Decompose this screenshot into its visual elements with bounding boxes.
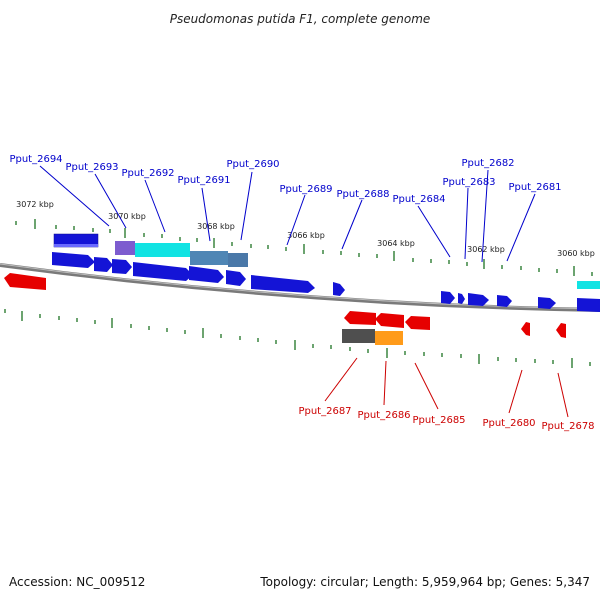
gene-arrow-reverse[interactable]	[375, 313, 404, 328]
gene-label-pput-2694[interactable]: Pput_2694	[9, 154, 62, 165]
scale-label-3068: 3068 kbp	[197, 222, 235, 231]
gene-label-pput-2680[interactable]: Pput_2680	[482, 418, 535, 429]
gene-arrow[interactable]	[52, 252, 95, 268]
gene-arrow[interactable]	[133, 262, 193, 281]
feature-block-violet[interactable]	[115, 241, 135, 255]
feature-block-cyan[interactable]	[135, 243, 190, 257]
forward-gene-labels: Pput_2694 Pput_2693 Pput_2692 Pput_2691 …	[9, 154, 561, 205]
feature-block-cyan-edge[interactable]	[577, 281, 600, 289]
gene-arrow[interactable]	[458, 293, 465, 304]
scale-label-3060: 3060 kbp	[557, 249, 595, 258]
scale-label-3062: 3062 kbp	[467, 245, 505, 254]
forward-cds-upper-track	[53, 233, 600, 289]
scale-label-3066: 3066 kbp	[287, 231, 325, 240]
gene-arrow[interactable]	[538, 297, 556, 309]
genome-backbone-highlight	[0, 263, 600, 310]
gene-arrow-reverse[interactable]	[344, 311, 376, 325]
gene-label-pput-2682[interactable]: Pput_2682	[461, 158, 514, 169]
gene-arrow[interactable]	[468, 293, 489, 306]
lower-tick-ring	[4, 309, 591, 368]
gene-label-pput-2678[interactable]: Pput_2678	[541, 421, 594, 432]
gene-arrow[interactable]	[497, 295, 512, 307]
gene-label-pput-2688[interactable]: Pput_2688	[336, 189, 389, 200]
feature-block-steel[interactable]	[190, 251, 228, 265]
gene-arrow[interactable]	[577, 298, 600, 312]
accession-label: Accession: NC_009512	[9, 575, 145, 589]
gene-label-pput-2687[interactable]: Pput_2687	[298, 406, 351, 417]
genome-summary: Topology: circular; Length: 5,959,964 bp…	[259, 575, 590, 589]
gene-arrow[interactable]	[226, 270, 246, 286]
gene-label-pput-2685[interactable]: Pput_2685	[412, 415, 465, 426]
map-title: Pseudomonas putida F1, complete genome	[170, 12, 431, 26]
gene-label-pput-2686[interactable]: Pput_2686	[357, 410, 410, 421]
forward-cds-lower-track	[52, 252, 600, 312]
gene-label-pput-2692[interactable]: Pput_2692	[121, 168, 174, 179]
forward-label-leaders	[39, 165, 536, 263]
feature-block-grey[interactable]	[342, 329, 375, 343]
gene-arrow[interactable]	[112, 259, 132, 274]
reverse-label-leaders	[324, 357, 569, 418]
gene-arrow[interactable]	[441, 291, 455, 304]
gene-arrow[interactable]	[94, 257, 113, 272]
gene-label-pput-2693[interactable]: Pput_2693	[65, 162, 118, 173]
feature-block-orange[interactable]	[375, 331, 403, 345]
scale-label-3064: 3064 kbp	[377, 239, 415, 248]
gene-label-pput-2689[interactable]: Pput_2689	[279, 184, 332, 195]
feature-block-steel-2[interactable]	[228, 253, 248, 267]
scale-label-3072: 3072 kbp	[16, 200, 54, 209]
gene-label-pput-2683[interactable]: Pput_2683	[442, 177, 495, 188]
gene-arrow-reverse[interactable]	[405, 316, 430, 330]
upper-tick-ring	[15, 219, 593, 276]
gene-label-pput-2690[interactable]: Pput_2690	[226, 159, 279, 170]
gene-label-pput-2684[interactable]: Pput_2684	[392, 194, 445, 205]
reverse-cds-track	[4, 273, 566, 338]
gene-arrow[interactable]	[333, 282, 345, 296]
gene-arrow-reverse[interactable]	[556, 323, 566, 338]
gene-label-pput-2691[interactable]: Pput_2691	[177, 175, 230, 186]
reverse-feature-track	[342, 329, 403, 345]
gene-arrow[interactable]	[189, 266, 224, 283]
reverse-gene-labels: Pput_2687 Pput_2686 Pput_2685 Pput_2680 …	[298, 406, 594, 432]
gene-label-pput-2681[interactable]: Pput_2681	[508, 182, 561, 193]
gene-arrow-reverse[interactable]	[4, 273, 46, 290]
genome-backbone	[0, 263, 600, 312]
scale-label-3070: 3070 kbp	[108, 212, 146, 221]
gene-arrow-reverse[interactable]	[521, 322, 530, 336]
gene-arrow[interactable]	[251, 275, 315, 293]
gene-block-shade	[54, 244, 98, 247]
